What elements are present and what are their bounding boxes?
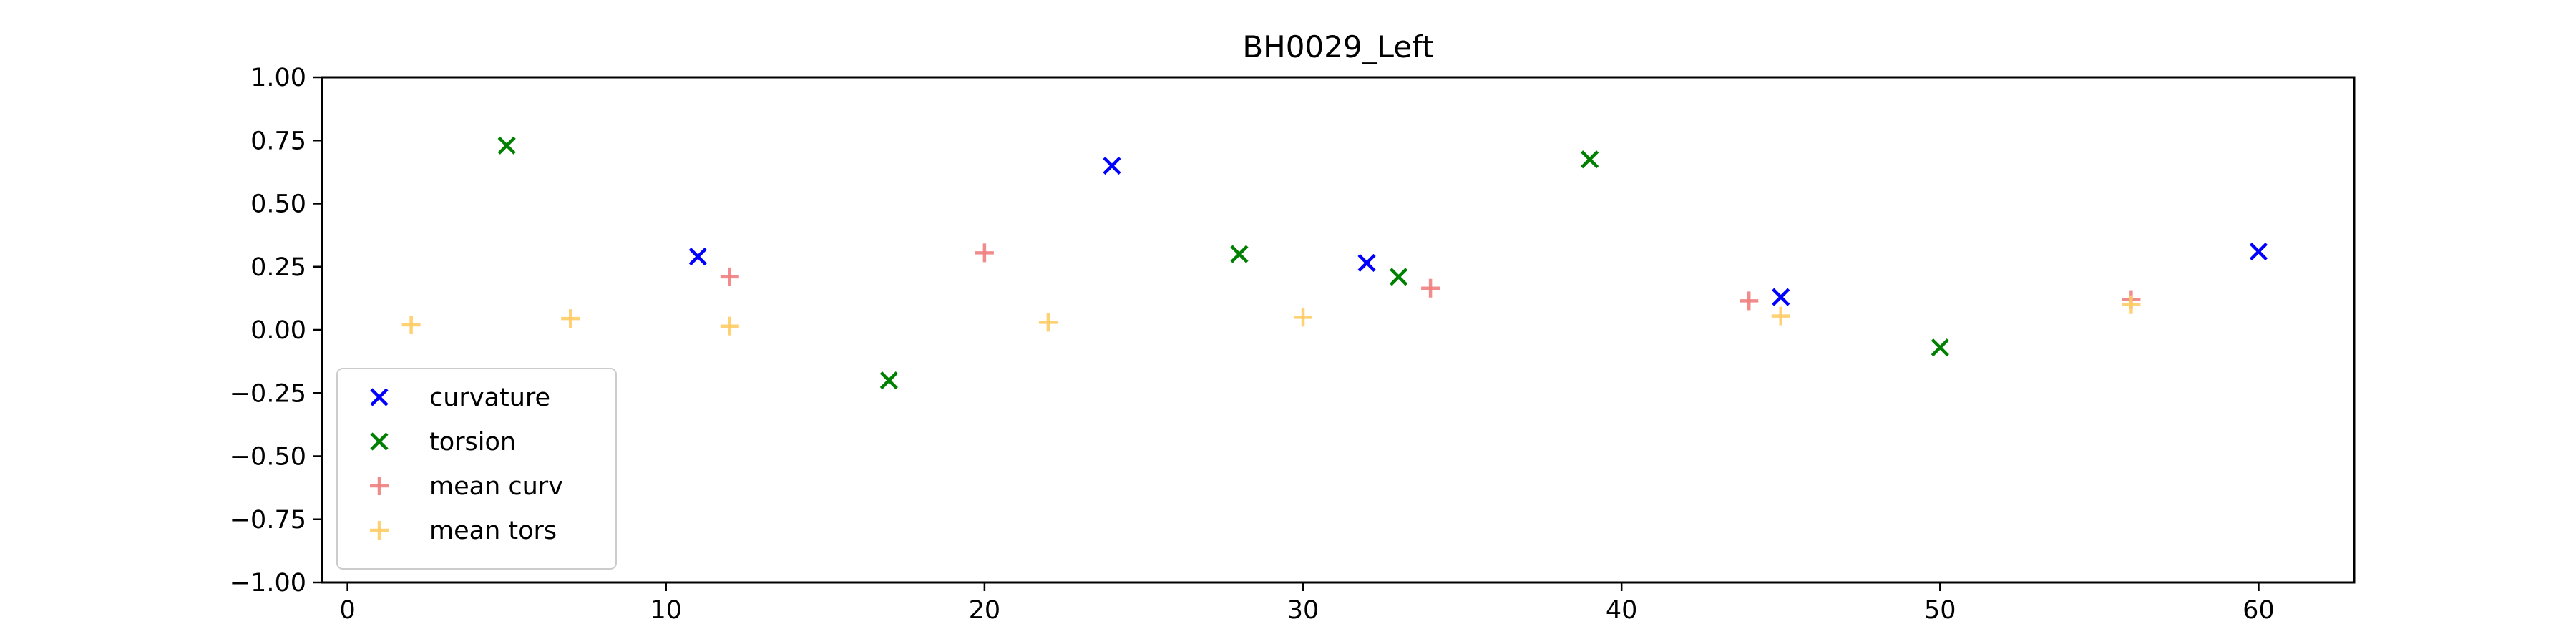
legend-marker [370,388,389,406]
data-point [561,309,580,328]
y-tick-label: −0.25 [230,379,306,408]
data-point [1931,338,1949,357]
data-point [1771,306,1790,326]
series-curvature [688,156,2268,306]
data-point [975,243,994,263]
legend-box [336,368,617,570]
series-mean-curv [720,243,2141,311]
legend-entry: curvature [370,384,550,412]
data-point [1230,245,1249,263]
data-point [688,248,707,266]
data-point [497,136,516,155]
y-tick-label: 0.50 [250,190,306,219]
x-tick-label: 30 [1287,596,1319,625]
data-point [1581,150,1599,169]
data-point [1740,291,1759,311]
data-point [2122,295,2141,314]
legend-label: torsion [429,428,516,457]
x-tick-label: 40 [1606,596,1638,625]
data-point [1357,253,1376,273]
data-point [2249,242,2268,261]
data-point [720,316,739,336]
data-point [720,267,739,286]
legend-label: mean curv [429,472,563,501]
data-point [1389,268,1408,286]
legend-entry: torsion [370,428,516,457]
data-point [1772,288,1790,306]
data-point [1038,313,1058,332]
legend-label: curvature [429,384,550,412]
data-point [1294,308,1313,327]
legend-marker [370,521,389,540]
data-point [1103,156,1121,175]
legend: curvature torsion mean curv mean tors [336,368,617,570]
chart-title: BH0029_Left [1242,29,1433,64]
legend-label: mean tors [429,517,557,545]
legend-entry: mean curv [370,472,563,501]
y-tick-label: −0.75 [230,506,306,535]
y-tick-label: 0.25 [250,253,306,282]
plot-marks [401,136,2268,390]
y-axis: 1.00 0.75 0.50 0.25 0.00 −0.25 −0.50 −0.75 −1.00 [230,64,322,597]
y-tick-label: 0.75 [250,127,306,155]
data-point [1421,278,1440,298]
legend-marker [370,432,389,451]
x-tick-label: 50 [1924,596,1956,625]
y-tick-label: 1.00 [250,64,306,92]
legend-marker [370,477,389,495]
x-tick-label: 10 [650,596,682,625]
y-tick-label: −0.50 [230,443,306,472]
series-torsion [497,136,1949,390]
data-point [879,371,898,390]
legend-entry: mean tors [370,517,557,545]
x-axis: 0 10 20 30 40 50 60 [339,582,2275,625]
x-tick-label: 0 [339,596,355,625]
series-mean-tors [401,295,2141,336]
y-tick-label: −1.00 [230,569,306,597]
plot-frame [321,76,2356,584]
x-tick-label: 60 [2243,596,2275,625]
x-tick-label: 20 [969,596,1001,625]
y-tick-label: 0.00 [250,316,306,345]
data-point [401,315,421,334]
